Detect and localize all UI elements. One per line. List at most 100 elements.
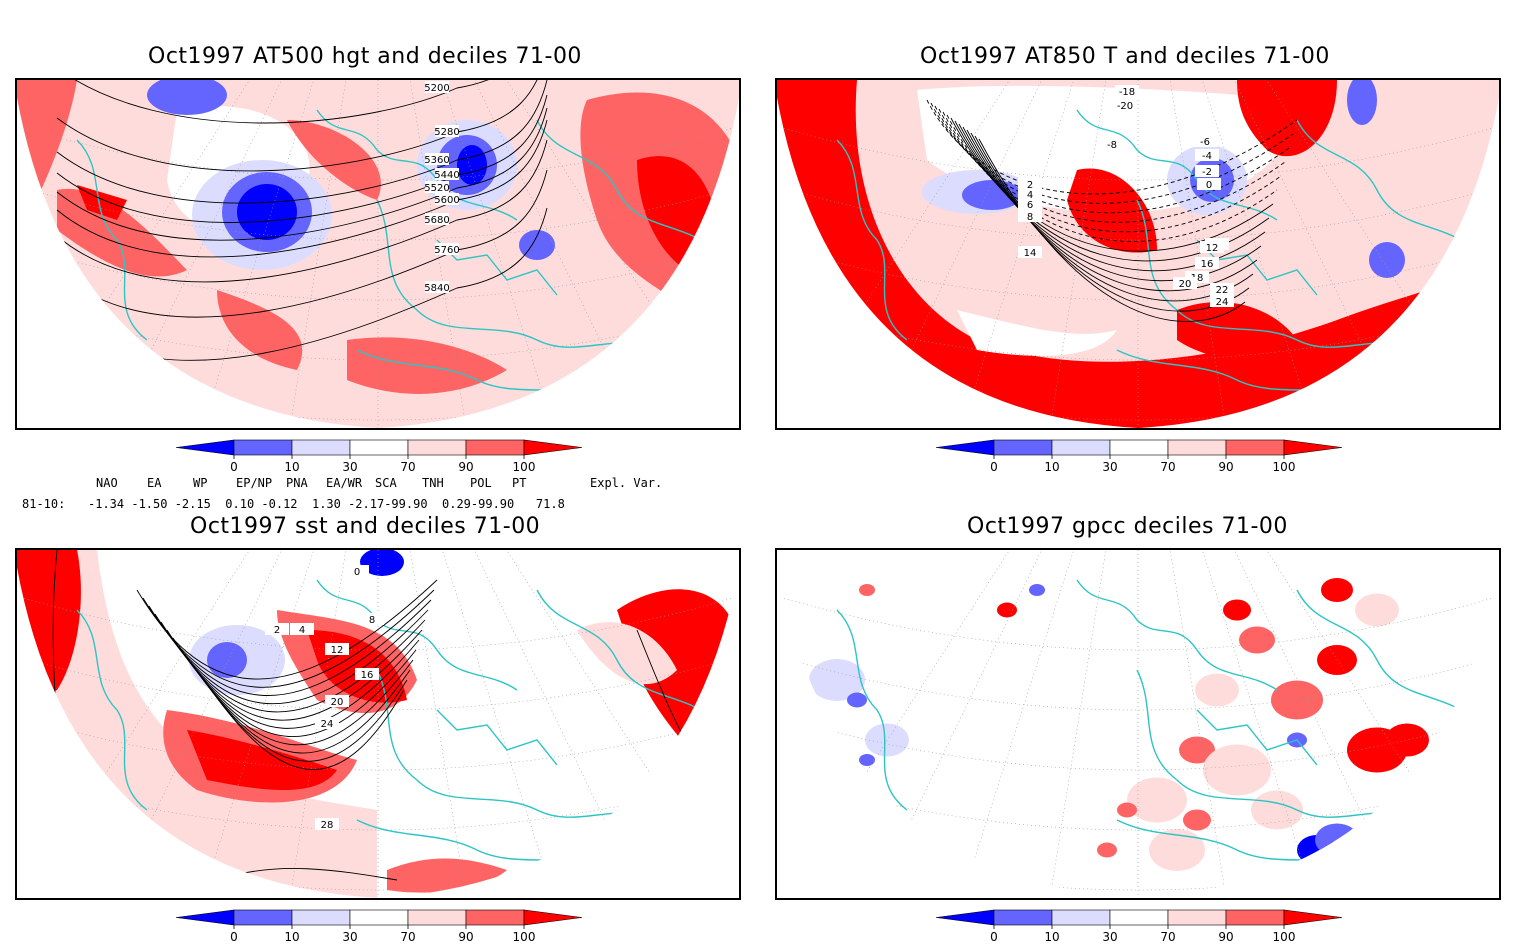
anomaly-region <box>147 80 227 115</box>
contour-label: -6 <box>1200 137 1210 148</box>
contour-label: 14 <box>1024 248 1037 259</box>
index-header-pol: POL <box>470 476 492 490</box>
latitude-line <box>17 239 739 301</box>
colorbar-segment-3 <box>349 439 409 456</box>
colorbar-tick-label: 30 <box>1102 930 1117 944</box>
contour-label: 12 <box>331 645 344 656</box>
anomaly-region <box>1237 80 1337 157</box>
anomaly-region <box>1177 301 1297 359</box>
contour-label: 8 <box>369 615 375 626</box>
neutral-region <box>957 310 1117 356</box>
index-header-pt: PT <box>512 476 527 490</box>
coastline <box>436 709 558 766</box>
colorbar-tick-label: 90 <box>1218 460 1233 474</box>
index-header-expl-var: Expl. Var. <box>590 476 663 490</box>
contour-label-bg <box>315 818 339 830</box>
longitude-line <box>377 550 739 898</box>
colorbar-tick-label: 0 <box>990 460 998 474</box>
colorbar-tick-label: 90 <box>458 930 473 944</box>
colorbar-segment-3 <box>349 909 409 926</box>
precip-decile-patch <box>809 659 865 701</box>
longitude-line <box>777 80 1139 428</box>
precip-decile-patch <box>997 602 1017 618</box>
contour-label: 28 <box>321 820 334 831</box>
contour-line <box>56 80 548 204</box>
anomaly-region <box>1347 80 1377 125</box>
colorbar-sst: 0 10 30 70 90 100 <box>175 909 583 944</box>
colorbar-t850: 0 10 30 70 90 100 <box>935 439 1343 474</box>
longitude-line <box>777 550 1139 898</box>
contour-label-bg <box>425 181 449 193</box>
contour-label: 16 <box>1201 259 1214 270</box>
longitude-line <box>287 550 379 898</box>
contour-label-bg <box>435 243 459 255</box>
coastline <box>1136 199 1418 351</box>
longitude-line <box>17 550 379 898</box>
colorbar-segment-2 <box>1051 909 1111 926</box>
contour-line <box>56 80 548 172</box>
contour-line <box>930 102 1294 204</box>
precip-decile-patch <box>1149 829 1205 871</box>
contour-label: 5760 <box>434 245 459 256</box>
coastline <box>316 109 518 221</box>
contour-label: -4 <box>1202 151 1212 162</box>
coastline <box>1196 709 1318 766</box>
coastline <box>376 669 658 821</box>
index-header-eawr: EA/WR <box>326 476 363 490</box>
contour-label: 20 <box>1179 279 1192 290</box>
map-panel-gpcc <box>775 548 1501 900</box>
longitude-line <box>1137 80 1229 428</box>
contour-label-bg <box>315 717 339 729</box>
anomaly-region <box>187 730 337 790</box>
coastline <box>536 589 718 721</box>
colorbar-segment-0 <box>935 439 995 456</box>
contour-line <box>942 111 1282 233</box>
colorbar-segment-1 <box>993 909 1053 926</box>
contour-line <box>946 114 1278 242</box>
colorbar-tick-label: 0 <box>230 930 238 944</box>
precip-decile-patch <box>1179 736 1215 764</box>
precip-decile-patch <box>1203 744 1271 796</box>
precip-decile-patch <box>1183 809 1211 831</box>
colorbar-gpcc: 0 10 30 70 90 100 <box>935 909 1343 944</box>
map-dome: -18-20-8-6-4-2024681012141618202224 <box>777 80 1499 428</box>
precip-decile-patch <box>1127 777 1187 823</box>
index-header-epnp: EP/NP <box>236 476 273 490</box>
contour-line <box>938 108 1286 223</box>
contour-label: -2 <box>1202 167 1212 178</box>
panel-title-t850: Oct1997 AT850 T and deciles 71-00 <box>920 44 1330 69</box>
colorbar-segment-1 <box>993 439 1053 456</box>
longitude-line <box>1047 550 1139 898</box>
anomaly-region <box>1369 242 1405 278</box>
colorbar-segment-1 <box>233 909 293 926</box>
contour-label-bg <box>1197 178 1221 190</box>
contour-label-bg <box>1193 135 1217 147</box>
index-header-ea: EA <box>147 476 162 490</box>
contour-label-bg <box>1210 283 1234 295</box>
precip-decile-patch <box>1117 802 1137 818</box>
colorbar-segment-0 <box>175 439 235 456</box>
contour-line <box>56 119 548 258</box>
contour-label: 8 <box>1027 212 1033 223</box>
colorbar-tick-label: 90 <box>458 460 473 474</box>
precip-decile-patch <box>1321 578 1353 602</box>
precip-decile-patch <box>1097 842 1117 858</box>
longitude-line <box>1137 550 1499 898</box>
colorbar-segment-1 <box>233 439 293 456</box>
contour-label-bg <box>435 125 459 137</box>
contour-label-bg <box>355 668 379 680</box>
colorbar-segment-6 <box>523 439 583 456</box>
contour-label: 5280 <box>434 127 459 138</box>
longitude-line <box>377 80 739 428</box>
colorbar-segment-3 <box>1109 439 1169 456</box>
colorbar-tick-label: 100 <box>513 930 536 944</box>
longitude-line <box>1137 80 1499 428</box>
contour-label-bg <box>1210 295 1234 307</box>
contour-line <box>966 129 1258 292</box>
colorbar-segment-5 <box>1225 439 1285 456</box>
colorbar-tick-label: 70 <box>400 930 415 944</box>
panel-title-gpcc: Oct1997 gpcc deciles 71-00 <box>967 514 1288 539</box>
precip-decile-patch <box>1239 626 1275 654</box>
colorbar-tick-label: 70 <box>1160 930 1175 944</box>
